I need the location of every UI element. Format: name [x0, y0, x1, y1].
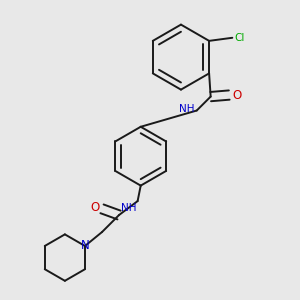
Text: N: N — [81, 239, 89, 253]
Text: NH: NH — [179, 104, 194, 114]
Text: O: O — [90, 201, 100, 214]
Text: Cl: Cl — [234, 33, 244, 43]
Text: O: O — [232, 88, 242, 101]
Text: NH: NH — [121, 202, 136, 213]
